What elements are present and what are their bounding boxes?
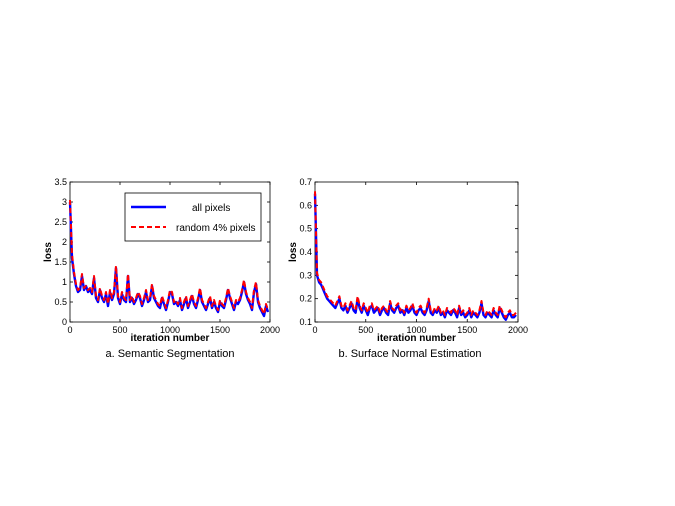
x-tick-label: 2000	[260, 325, 280, 335]
y-tick-label: 0	[62, 317, 67, 327]
y-tick-label: 0.7	[299, 177, 312, 187]
series-line-random-4pct-pixels	[314, 191, 517, 319]
chart-surface-normal-estimation: 0 500 1000 1500 2000 0.1 0.2 0.3 0.4 0.5 0.6 0.7 ite…	[288, 177, 528, 360]
chart-caption: b. Surface Normal Estimation	[338, 348, 481, 360]
x-tick-label: 0	[312, 325, 317, 335]
x-tick-label: 500	[358, 325, 373, 335]
legend-label: all pixels	[192, 203, 230, 214]
x-tick-label: 2000	[508, 325, 528, 335]
y-tick-label: 0.4	[299, 247, 312, 257]
y-tick-label: 3.5	[54, 177, 67, 187]
y-tick-label: 1	[62, 277, 67, 287]
y-tick-label: 1.5	[54, 257, 67, 267]
y-axis-label: loss	[288, 242, 299, 262]
x-axis-label: iteration number	[377, 333, 456, 344]
x-tick-label: 1000	[160, 325, 180, 335]
legend-label: random 4% pixels	[176, 223, 255, 234]
x-tick-label: 0	[67, 325, 72, 335]
legend: all pixels random 4% pixels	[124, 192, 262, 242]
y-tick-label: 0.2	[299, 294, 312, 304]
y-tick-label: 0.1	[299, 317, 312, 327]
x-tick-label: 1000	[406, 325, 426, 335]
x-tick-label: 1500	[457, 325, 477, 335]
y-tick-label: 2	[62, 237, 67, 247]
y-tick-label: 0.5	[54, 297, 67, 307]
series-line-random-4pct-pixels	[69, 199, 269, 315]
x-axis-label: iteration number	[131, 333, 210, 344]
x-tick-label: 500	[112, 325, 127, 335]
legend-box	[124, 192, 262, 242]
x-tick-label: 1500	[210, 325, 230, 335]
y-tick-label: 3	[62, 197, 67, 207]
y-tick-label: 0.3	[299, 270, 312, 280]
y-tick-label: 2.5	[54, 217, 67, 227]
y-tick-label: 0.6	[299, 200, 312, 210]
plot-area	[314, 181, 519, 323]
chart-caption: a. Semantic Segmentation	[105, 348, 234, 360]
y-tick-label: 0.5	[299, 224, 312, 234]
series-line-all-pixels	[313, 193, 517, 321]
y-axis-label: loss	[43, 242, 54, 262]
chart-semantic-segmentation: 0 500 1000 1500 2000 0 0.5 1 1.5 2 2.5 3 3.5 iteratio…	[43, 177, 280, 360]
